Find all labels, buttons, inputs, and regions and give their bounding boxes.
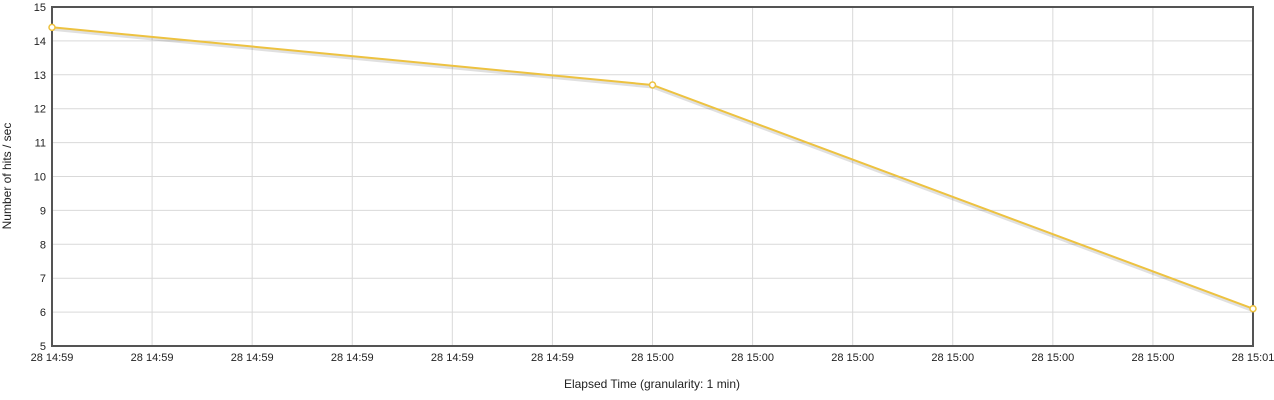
y-tick-label: 13 xyxy=(34,70,46,82)
y-tick-label: 6 xyxy=(40,307,46,319)
y-tick-label: 7 xyxy=(40,273,46,285)
x-tick-label: 28 14:59 xyxy=(531,352,574,364)
x-axis-title: Elapsed Time (granularity: 1 min) xyxy=(564,377,740,391)
x-tick-label: 28 15:01 xyxy=(1232,352,1274,364)
y-tick-labels: 5 6 7 8 9 10 11 12 13 14 15 xyxy=(34,2,46,353)
x-tick-label: 28 15:00 xyxy=(1132,352,1175,364)
y-tick-label: 8 xyxy=(40,239,46,251)
y-tick-label: 15 xyxy=(34,2,46,14)
x-tick-label: 28 14:59 xyxy=(431,352,474,364)
x-tick-label: 28 14:59 xyxy=(231,352,274,364)
y-axis-title: Number of hits / sec xyxy=(0,123,14,230)
x-tick-label: 28 15:00 xyxy=(831,352,874,364)
y-tick-label: 11 xyxy=(35,138,46,150)
x-tick-label: 28 15:00 xyxy=(731,352,774,364)
x-tick-label: 28 15:00 xyxy=(1031,352,1074,364)
data-point[interactable] xyxy=(648,81,657,89)
y-tick-label: 9 xyxy=(40,205,46,217)
x-tick-label: 28 14:59 xyxy=(131,352,174,364)
x-tick-label: 28 14:59 xyxy=(331,352,374,364)
data-point[interactable] xyxy=(1249,304,1257,313)
x-tick-label: 28 15:00 xyxy=(931,352,974,364)
y-tick-label: 10 xyxy=(34,172,46,184)
x-tick-labels: 28 14:59 28 14:59 28 14:59 28 14:59 28 14:59… xyxy=(31,352,1274,364)
data-point[interactable] xyxy=(48,23,56,32)
y-tick-label: 12 xyxy=(34,104,46,116)
series-line-group xyxy=(48,23,1257,313)
x-tick-label: 28 14:59 xyxy=(31,352,74,364)
grid-lines xyxy=(51,6,1254,347)
plot-area-border xyxy=(51,6,1254,347)
y-tick-label: 5 xyxy=(40,341,46,353)
x-tick-label: 28 15:00 xyxy=(631,352,674,364)
y-tick-label: 14 xyxy=(34,36,46,48)
